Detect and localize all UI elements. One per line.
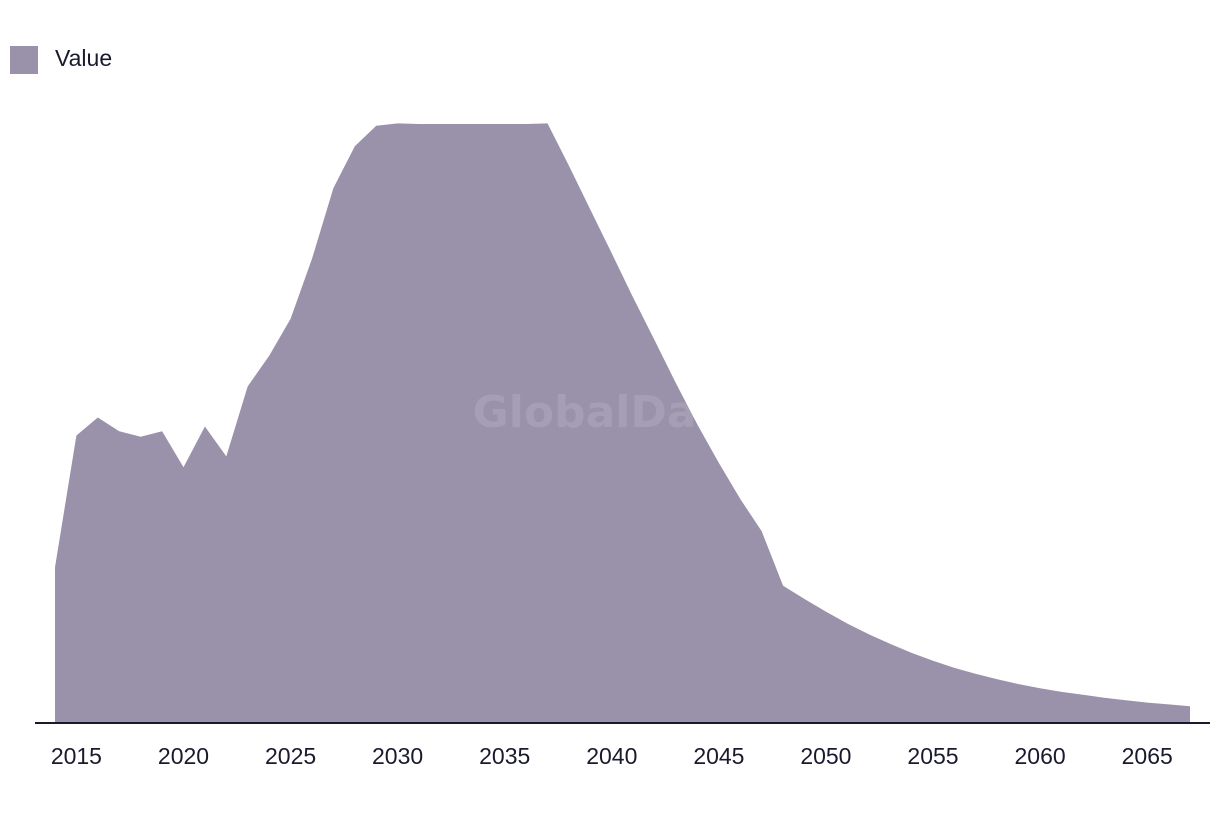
area-series-0 xyxy=(55,123,1190,723)
watermark-text: GlobalData xyxy=(473,387,748,438)
x-tick-label: 2065 xyxy=(1122,743,1173,769)
x-tick-label: 2035 xyxy=(479,743,530,769)
area-layer xyxy=(55,123,1190,723)
x-tick-label: 2015 xyxy=(51,743,102,769)
legend-swatch xyxy=(10,46,38,74)
x-tick-label: 2030 xyxy=(372,743,423,769)
x-tick-label: 2040 xyxy=(586,743,637,769)
legend-label: Value xyxy=(55,45,113,71)
x-tick-label: 2055 xyxy=(907,743,958,769)
x-tick-label: 2025 xyxy=(265,743,316,769)
x-tick-label: 2020 xyxy=(158,743,209,769)
x-axis-ticks: 2015 2020 2025 2030 2035 2040 2045 2050 2055 2060… xyxy=(51,743,1173,769)
x-tick-label: 2060 xyxy=(1015,743,1066,769)
x-tick-label: 2045 xyxy=(693,743,744,769)
x-tick-label: 2050 xyxy=(800,743,851,769)
